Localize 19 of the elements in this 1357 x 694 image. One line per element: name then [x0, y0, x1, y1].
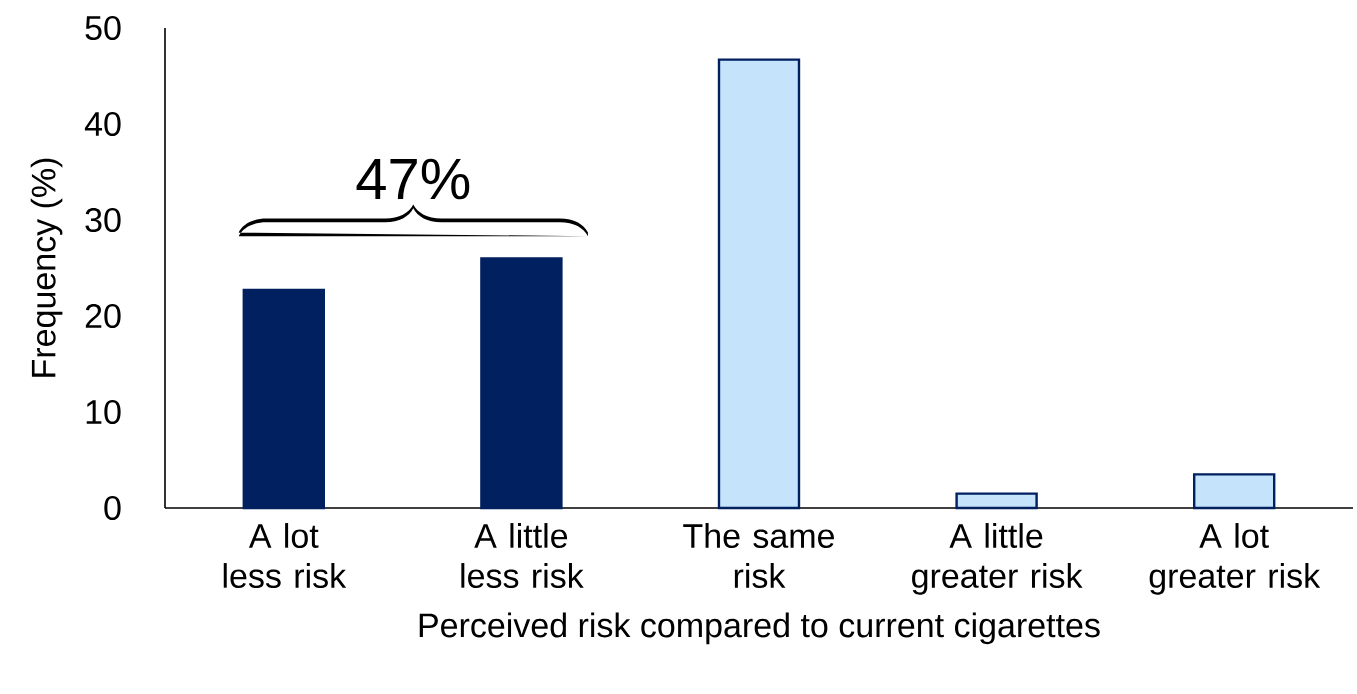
bar [955, 492, 1038, 510]
x-axis-title: Perceived risk compared to current cigarettes [419, 612, 1100, 645]
y-tick-label: 30 [85, 207, 121, 233]
bar [1192, 473, 1276, 510]
annotation: 47% [356, 158, 470, 200]
x-tick-label: A little less risk [461, 523, 584, 589]
x-tick-label: A little greater risk [912, 523, 1083, 595]
bar [242, 288, 325, 510]
y-tick-label: 10 [86, 399, 121, 425]
bar [717, 58, 801, 510]
y-tick-label: 50 [85, 15, 121, 41]
y-tick-label: 0 [104, 495, 121, 521]
y-tick-label: 40 [84, 111, 121, 137]
bar [480, 257, 563, 510]
y-axis-title: Frequency (%) [30, 158, 63, 377]
x-tick-label: The same risk [683, 523, 834, 589]
y-tick-label: 20 [85, 303, 121, 329]
x-tick-label: A lot less risk [223, 523, 347, 589]
x-tick-label: A lot greater risk [1149, 523, 1321, 595]
